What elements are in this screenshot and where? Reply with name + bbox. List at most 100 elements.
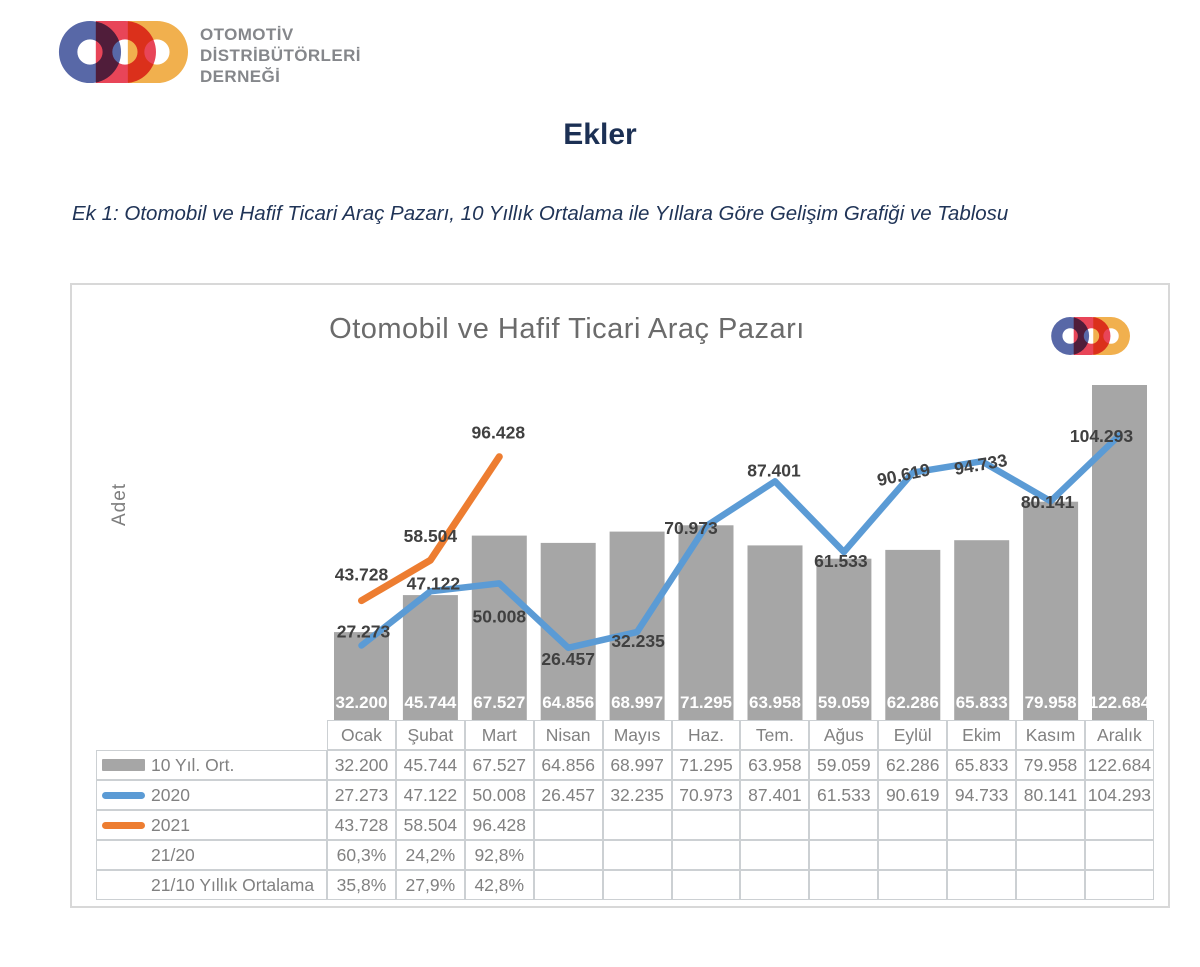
chart-card: 32.200 45.744 67.527 64.856 68.997 71.295 63.9… xyxy=(70,283,1170,908)
bar xyxy=(540,542,596,720)
table-cell xyxy=(602,870,672,900)
row-label: 21/20 xyxy=(96,840,327,870)
table-cell: 79.958 xyxy=(1016,750,1085,780)
point-label: 80.141 xyxy=(1021,492,1075,512)
point-label: 90.619 xyxy=(875,459,932,490)
bar-value-label: 63.958 xyxy=(749,693,801,712)
page-title: Ekler xyxy=(563,118,637,151)
row-label: 21/10 Yıllık Ortalama xyxy=(96,870,327,900)
row-label-text: 10 Yıl. Ort. xyxy=(151,754,235,775)
bar xyxy=(885,549,941,720)
legend-swatch-line2021 xyxy=(102,821,145,829)
table-cell xyxy=(1016,810,1085,840)
point-label: 96.428 xyxy=(472,423,526,443)
table-cell xyxy=(809,840,879,870)
table-cell: 62.286 xyxy=(878,750,948,780)
table-cell xyxy=(1016,870,1085,900)
chart-title: Otomobil ve Hafif Ticari Araç Pazarı xyxy=(329,313,805,345)
point-label: 87.401 xyxy=(747,460,801,480)
section-caption: Ek 1: Otomobil ve Hafif Ticari Araç Paza… xyxy=(72,202,1009,225)
point-label: 26.457 xyxy=(541,649,595,669)
table-cell xyxy=(1016,840,1085,870)
table-cell: 58.504 xyxy=(395,810,465,840)
row-label: 10 Yıl. Ort. xyxy=(96,750,327,780)
table-cell: 87.401 xyxy=(740,780,810,810)
month-header-cell: Eylül xyxy=(878,720,948,750)
table-cell: 122.684 xyxy=(1084,750,1154,780)
row-label-text: 2020 xyxy=(151,784,190,805)
month-header-cell: Nisan xyxy=(533,720,603,750)
point-label: 70.973 xyxy=(664,518,718,538)
org-name-line3: DERNEĞİ xyxy=(200,67,281,86)
month-header-cell: Mart xyxy=(464,720,534,750)
table-cell: 80.141 xyxy=(1016,780,1085,810)
org-name-line2: DİSTRİBÜTÖRLERİ xyxy=(200,46,361,65)
table-cell xyxy=(878,810,948,840)
table-cell: 60,3% xyxy=(327,840,396,870)
table-cell: 24,2% xyxy=(395,840,465,870)
bar-value-label: 65.833 xyxy=(956,693,1008,712)
point-label: 27.273 xyxy=(337,622,391,642)
table-cell: 27,9% xyxy=(395,870,465,900)
point-label: 94.733 xyxy=(953,450,1009,479)
month-header-cell: Şubat xyxy=(395,720,465,750)
data-table: Ocak Şubat Mart Nisan Mayıs Haz. Tem. Ağus Eylül… xyxy=(96,720,1154,900)
row-label: 2020 xyxy=(96,780,327,810)
point-label: 61.533 xyxy=(814,551,868,571)
month-header-cell: Tem. xyxy=(740,720,810,750)
row-label-text: 21/20 xyxy=(151,844,195,865)
bar xyxy=(609,531,665,720)
bar xyxy=(402,595,458,720)
table-cell: 71.295 xyxy=(671,750,741,780)
month-header-cell: Ekim xyxy=(947,720,1017,750)
table-cell: 27.273 xyxy=(327,780,396,810)
table-cell xyxy=(947,810,1017,840)
month-header-cell: Aralık xyxy=(1084,720,1154,750)
month-header-cell: Ocak xyxy=(327,720,396,750)
bar-value-label: 45.744 xyxy=(404,693,457,712)
month-header-cell: Kasım xyxy=(1016,720,1085,750)
table-cell: 61.533 xyxy=(809,780,879,810)
table-cell: 32.200 xyxy=(327,750,396,780)
row-label-text: 21/10 Yıllık Ortalama xyxy=(151,874,315,895)
point-label: 58.504 xyxy=(404,526,458,546)
point-label: 32.235 xyxy=(611,631,665,651)
table-cell: 59.059 xyxy=(809,750,879,780)
table-cell xyxy=(533,840,603,870)
table-cell: 63.958 xyxy=(740,750,810,780)
point-label: 47.122 xyxy=(407,573,461,593)
table-cell: 64.856 xyxy=(533,750,603,780)
bar-value-label: 64.856 xyxy=(542,693,594,712)
table-cell: 92,8% xyxy=(464,840,534,870)
bar xyxy=(747,545,803,720)
bar xyxy=(678,525,734,720)
odd-logo-header xyxy=(58,20,188,84)
table-cell xyxy=(947,840,1017,870)
table-cell: 43.728 xyxy=(327,810,396,840)
month-header-cell: Ağus xyxy=(809,720,879,750)
table-cell xyxy=(878,840,948,870)
bar-value-label: 32.200 xyxy=(336,693,388,712)
point-label: 104.293 xyxy=(1070,426,1134,446)
table-cell xyxy=(809,870,879,900)
month-header-cell: Mayıs xyxy=(602,720,672,750)
table-cell: 35,8% xyxy=(327,870,396,900)
bar xyxy=(954,540,1010,720)
org-name: OTOMOTİV DİSTRİBÜTÖRLERİ DERNEĞİ xyxy=(200,24,361,87)
bar xyxy=(1023,501,1079,720)
line-2020 xyxy=(358,431,1123,652)
bar-value-label: 67.527 xyxy=(473,693,525,712)
org-name-line1: OTOMOTİV xyxy=(200,25,294,44)
table-cell xyxy=(671,810,741,840)
table-cell: 70.973 xyxy=(671,780,741,810)
bar-value-label: 59.059 xyxy=(818,693,870,712)
bar-value-label: 68.997 xyxy=(611,693,663,712)
table-cell xyxy=(533,810,603,840)
table-cell xyxy=(809,810,879,840)
table-cell xyxy=(671,870,741,900)
table-cell: 42,8% xyxy=(464,870,534,900)
bar-value-label: 62.286 xyxy=(887,693,939,712)
row-label: 2021 xyxy=(96,810,327,840)
bar-value-label: 71.295 xyxy=(680,693,732,712)
line-2021 xyxy=(358,453,503,605)
